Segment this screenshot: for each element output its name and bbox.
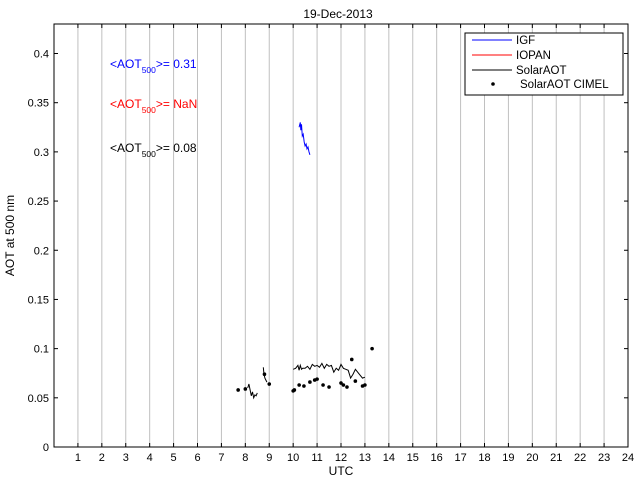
x-tick-label: 8 — [242, 452, 248, 464]
x-tick-label: 2 — [99, 452, 105, 464]
ticks-layer: 1 2 3 4 5 6 7 8 9 10 11 12 13 14 15 16 17 18 19 20 21 22 23 240… — [28, 24, 634, 464]
mean-aot-annotation: <AOT500>= NaN — [110, 97, 197, 115]
x-tick-label: 20 — [526, 452, 538, 464]
x-tick-label: 21 — [550, 452, 562, 464]
mean-aot-annotation: <AOT500>= 0.31 — [110, 57, 197, 75]
chart-title: 19-Dec-2013 — [303, 7, 373, 21]
y-axis-label: AOT at 500 nm — [3, 195, 17, 276]
x-tick-label: 4 — [147, 452, 153, 464]
series-line-solaraot — [262, 367, 268, 383]
y-tick-label: 0.1 — [34, 344, 49, 356]
y-tick-label: 0.25 — [28, 196, 49, 208]
x-tick-label: 17 — [454, 452, 466, 464]
data-point-solaraot-cimel — [236, 388, 240, 392]
legend-label: SolarAOT — [516, 65, 567, 77]
x-tick-label: 19 — [502, 452, 514, 464]
x-tick-label: 6 — [194, 452, 200, 464]
x-tick-label: 16 — [431, 452, 443, 464]
series-line-solaraot — [247, 383, 258, 400]
x-tick-label: 22 — [574, 452, 586, 464]
x-tick-label: 24 — [622, 452, 634, 464]
legend-label: IOPAN — [516, 50, 551, 62]
x-tick-label: 7 — [218, 452, 224, 464]
x-tick-label: 3 — [123, 452, 129, 464]
x-tick-label: 10 — [287, 452, 299, 464]
data-point-solaraot-cimel — [243, 387, 248, 391]
legend-label: SolarAOT CIMEL — [520, 79, 609, 91]
grid-layer — [77, 24, 605, 447]
x-tick-label: 18 — [478, 452, 490, 464]
data-point-solaraot-cimel — [327, 385, 331, 389]
x-tick-label: 13 — [359, 452, 371, 464]
data-point-solaraot-cimel — [302, 384, 306, 388]
data-point-solaraot-cimel — [315, 377, 319, 381]
data-point-solaraot-cimel — [267, 382, 272, 386]
data-point-solaraot-cimel — [262, 372, 267, 377]
data-point-solaraot-cimel — [363, 383, 367, 387]
y-tick-label: 0 — [43, 442, 49, 454]
annotation-layer: <AOT500>= 0.31 <AOT500>= NaN <AOT500>= 0.0… — [110, 57, 197, 159]
series-line-solaraot — [293, 362, 366, 380]
data-point-solaraot-cimel — [353, 379, 358, 383]
legend-label: IGF — [516, 35, 535, 47]
y-tick-label: 0.15 — [28, 294, 49, 306]
series-line-igf — [298, 122, 311, 155]
y-tick-label: 0.05 — [28, 393, 49, 405]
x-tick-label: 9 — [266, 452, 272, 464]
data-point-solaraot-cimel — [341, 383, 346, 387]
legend-marker — [491, 82, 495, 86]
y-tick-label: 0.4 — [34, 49, 49, 61]
data-point-solaraot-cimel — [345, 385, 349, 389]
data-point-solaraot-cimel — [370, 346, 374, 351]
x-axis-label: UTC — [329, 464, 354, 478]
data-point-solaraot-cimel — [297, 383, 301, 387]
y-tick-label: 0.3 — [34, 147, 49, 159]
x-tick-label: 15 — [407, 452, 419, 464]
data-point-solaraot-cimel — [308, 380, 312, 384]
x-tick-label: 12 — [335, 452, 347, 464]
x-tick-label: 23 — [598, 452, 610, 464]
y-tick-label: 0.35 — [28, 98, 49, 110]
x-tick-label: 5 — [171, 452, 177, 464]
data-point-solaraot-cimel — [321, 383, 325, 387]
x-tick-label: 1 — [75, 452, 81, 464]
y-tick-label: 0.2 — [34, 245, 49, 257]
legend: IGF IOPAN SolarAOT SolarAOT CIMEL — [464, 32, 624, 96]
data-layer — [236, 122, 374, 400]
x-tick-label: 11 — [311, 452, 322, 464]
data-point-solaraot-cimel — [349, 357, 354, 362]
data-point-solaraot-cimel — [292, 388, 297, 392]
x-tick-label: 14 — [383, 452, 395, 464]
mean-aot-annotation: <AOT500>= 0.08 — [110, 141, 197, 159]
data-point-solaraot-cimel — [339, 381, 343, 385]
